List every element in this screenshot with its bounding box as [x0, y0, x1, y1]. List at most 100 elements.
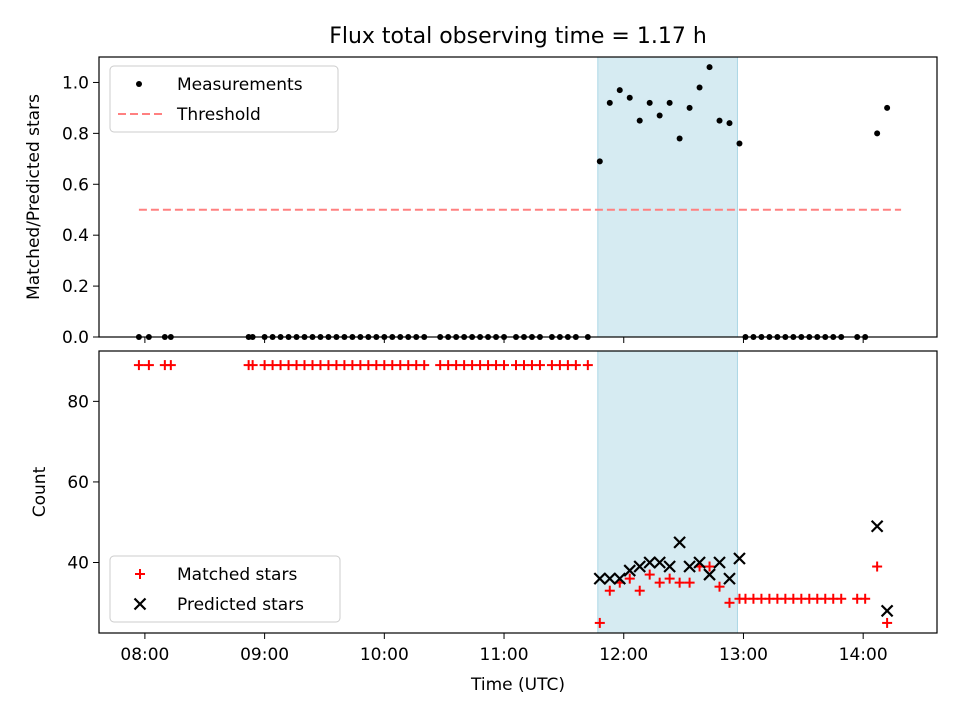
x-stroke: [870, 519, 884, 533]
matched-star-point: [644, 569, 655, 580]
matched-star-point: [419, 360, 430, 371]
measurement-point: [676, 135, 683, 142]
matched-star-point: [724, 597, 735, 608]
predicted-star-point: [603, 572, 617, 585]
matched-star-point: [860, 593, 871, 604]
matched-star-point: [674, 577, 685, 588]
legend-label: Measurements: [177, 75, 303, 95]
y-tick-label: 80: [67, 392, 89, 412]
measurement-point: [656, 112, 663, 119]
predicted-star-point: [663, 560, 676, 573]
measurement-point: [606, 99, 613, 106]
measurement-point: [686, 104, 693, 111]
matched-star-point: [714, 581, 725, 592]
matched-star-point: [836, 593, 847, 604]
predicted-star-point: [870, 519, 884, 533]
y-tick-label: 1.0: [62, 73, 89, 93]
x-stroke: [723, 572, 736, 585]
x-stroke: [713, 556, 726, 569]
measurement-point: [666, 99, 673, 106]
legend-marker-predicted: [133, 597, 147, 611]
y-axis-label: Matched/Predicted stars: [24, 94, 44, 300]
measurement-point: [726, 120, 733, 127]
x-stroke: [133, 597, 147, 611]
bottom-panel: 40 60 80 08:00 09:00 10:00 11:00 12:00 13:00 14:0…: [30, 350, 938, 695]
legend-box: [109, 555, 341, 623]
legend: Matched stars Predicted stars: [109, 555, 341, 623]
y-tick-label: 0.8: [62, 124, 89, 144]
x-tick-label: 10:00: [360, 645, 409, 665]
predicted-star-point: [623, 564, 637, 577]
legend-label: Matched stars: [177, 565, 297, 585]
x-stroke: [653, 556, 666, 569]
matched-star-point: [594, 617, 605, 628]
measurement-point: [626, 94, 633, 101]
matched-star-point: [604, 585, 615, 596]
x-stroke: [663, 560, 676, 573]
predicted-star-point: [633, 560, 646, 573]
predicted-star-point: [593, 572, 607, 585]
matched-star-point: [634, 585, 645, 596]
x-tick-label: 08:00: [120, 645, 169, 665]
x-stroke: [613, 572, 627, 585]
matched-star-point: [143, 360, 154, 371]
legend-label: Predicted stars: [177, 595, 304, 615]
y-tick-label: 0.4: [62, 226, 89, 246]
y-tick-label: 0.2: [62, 277, 89, 297]
top-panel: 0.0 0.2 0.4 0.6 0.8 1.0 Matched/Predicted star…: [24, 56, 938, 348]
matched-star-point: [664, 573, 675, 584]
legend: Measurements Threshold: [109, 65, 339, 133]
x-stroke: [880, 604, 894, 618]
predicted-star-point: [643, 556, 656, 569]
x-tick-label: 09:00: [240, 645, 289, 665]
matched-star-point: [247, 360, 258, 371]
predicted-star-point: [723, 572, 736, 585]
top-plot-frame: [98, 56, 938, 338]
measurement-point: [884, 104, 891, 111]
predicted-star-point: [673, 536, 686, 549]
matched-star-point: [133, 360, 144, 371]
predicted-star-point: [703, 568, 716, 581]
x-stroke: [733, 552, 746, 565]
matched-star-point: [499, 360, 510, 371]
matched-star-point: [165, 360, 176, 371]
predicted-star-point: [713, 556, 726, 569]
y-axis-label: Count: [30, 466, 50, 517]
y-tick-label: 60: [67, 473, 89, 493]
measurement-point: [874, 130, 881, 137]
measurement-point: [636, 117, 643, 124]
matched-star-point: [654, 577, 665, 588]
predicted-star-point: [653, 556, 666, 569]
matched-star-point: [570, 360, 581, 371]
matched-star-point: [624, 573, 635, 584]
predicted-star-point: [613, 572, 627, 585]
observing-window-span: [597, 350, 738, 634]
legend-marker-measurements: [136, 81, 142, 87]
x-stroke: [593, 572, 607, 585]
measurement-point: [716, 117, 723, 124]
matched-star-point: [872, 561, 883, 572]
x-tick-label: 12:00: [599, 645, 648, 665]
y-tick-label: 0.0: [62, 328, 89, 348]
x-stroke: [633, 560, 646, 573]
matched-star-point: [582, 360, 593, 371]
x-tick-label: 11:00: [480, 645, 529, 665]
measurement-point: [706, 64, 713, 71]
x-stroke: [683, 560, 696, 573]
predicted-star-point: [683, 560, 696, 573]
legend-marker-matched: [135, 569, 145, 579]
matched-star-point: [684, 577, 695, 588]
matched-star-point: [882, 617, 893, 628]
chart-title: Flux total observing time = 1.17 h: [329, 24, 707, 49]
x-tick-label: 13:00: [719, 645, 768, 665]
x-tick-label: 14:00: [839, 645, 888, 665]
x-axis-label: Time (UTC): [470, 675, 565, 695]
measurement-point: [736, 140, 743, 147]
bottom-plot-frame: [98, 350, 938, 634]
x-stroke: [703, 568, 716, 581]
y-tick-label: 40: [67, 554, 89, 574]
observing-window-span: [597, 56, 738, 338]
x-stroke: [603, 572, 617, 585]
measurement-point: [596, 158, 603, 165]
